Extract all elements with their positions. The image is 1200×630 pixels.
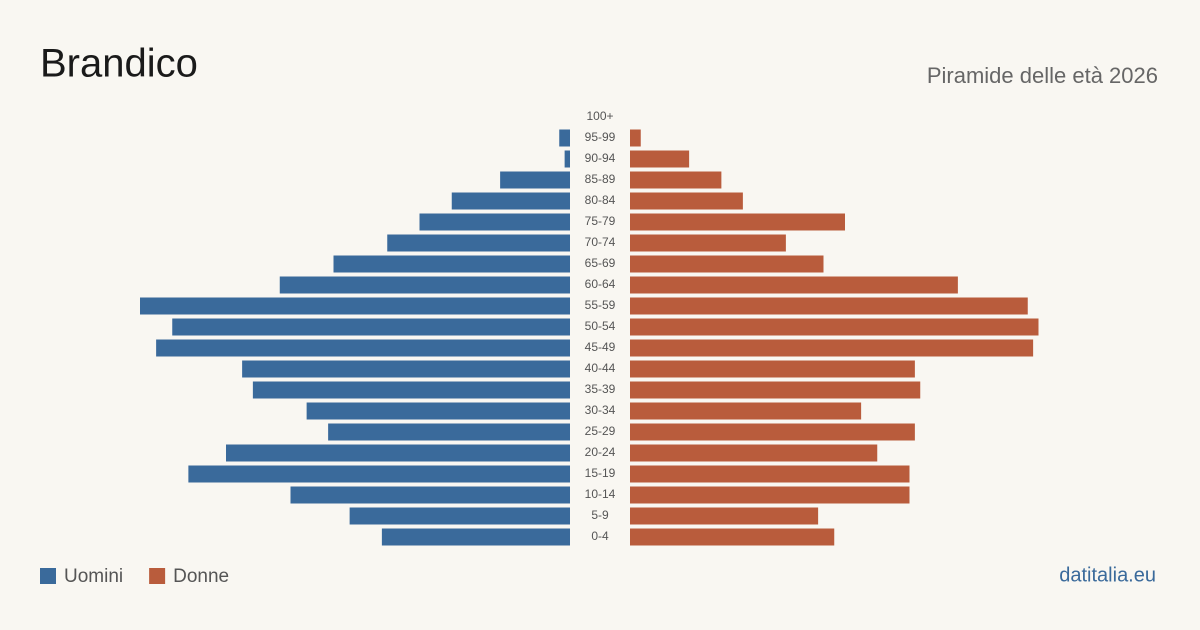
age-label: 100+ xyxy=(586,109,613,123)
bar xyxy=(630,507,819,525)
age-label: 70-74 xyxy=(585,235,616,249)
age-label: 90-94 xyxy=(585,151,616,165)
bar xyxy=(290,486,570,504)
bar xyxy=(630,402,862,420)
bar xyxy=(630,297,1028,315)
age-label: 55-59 xyxy=(585,298,616,312)
bar xyxy=(630,339,1034,357)
chart-subtitle: Piramide delle età 2026 xyxy=(927,63,1158,88)
bar xyxy=(328,423,570,441)
source[interactable]: datitalia.eu xyxy=(1059,564,1156,586)
bar xyxy=(156,339,570,357)
age-label: 75-79 xyxy=(585,214,616,228)
age-label: 5-9 xyxy=(591,508,609,522)
bar xyxy=(226,444,570,462)
bar xyxy=(630,192,743,210)
bar xyxy=(630,171,722,189)
bar xyxy=(451,192,570,210)
legend-swatch xyxy=(40,568,56,584)
age-label: 15-19 xyxy=(585,466,616,480)
bar xyxy=(630,255,824,273)
age-label: 25-29 xyxy=(585,424,616,438)
age-label: 85-89 xyxy=(585,172,616,186)
age-label: 60-64 xyxy=(585,277,616,291)
age-label: 0-4 xyxy=(591,529,609,543)
bar xyxy=(630,129,641,147)
age-label: 50-54 xyxy=(585,319,616,333)
bar xyxy=(349,507,570,525)
bar xyxy=(630,423,915,441)
bar xyxy=(630,150,690,168)
bar xyxy=(630,465,910,483)
bar xyxy=(630,444,878,462)
bar xyxy=(630,213,845,231)
bar xyxy=(630,528,835,546)
age-label: 95-99 xyxy=(585,130,616,144)
age-label: 20-24 xyxy=(585,445,616,459)
bar xyxy=(564,150,570,168)
bar xyxy=(630,276,958,294)
bar xyxy=(252,381,570,399)
bar xyxy=(559,129,570,147)
bar xyxy=(419,213,570,231)
bar xyxy=(140,297,570,315)
bar xyxy=(279,276,570,294)
age-label: 45-49 xyxy=(585,340,616,354)
bar xyxy=(630,381,921,399)
age-label: 35-39 xyxy=(585,382,616,396)
chart-title: Brandico xyxy=(40,42,198,86)
age-label: 80-84 xyxy=(585,193,616,207)
legend-swatch xyxy=(149,568,166,584)
bar xyxy=(387,234,570,252)
bar xyxy=(630,318,1039,336)
bar xyxy=(242,360,570,378)
bar xyxy=(630,486,910,504)
bar xyxy=(500,171,570,189)
bar xyxy=(630,234,786,252)
age-label: 10-14 xyxy=(585,487,616,501)
age-label: 30-34 xyxy=(585,403,616,417)
bar xyxy=(381,528,570,546)
bar xyxy=(333,255,570,273)
age-label: 65-69 xyxy=(585,256,616,270)
bar xyxy=(630,360,915,378)
bar xyxy=(188,465,570,483)
legend-label: Uomini xyxy=(64,566,123,587)
age-label: 40-44 xyxy=(585,361,616,375)
legend-label: Donne xyxy=(173,566,229,587)
bar xyxy=(172,318,570,336)
bar xyxy=(306,402,570,420)
